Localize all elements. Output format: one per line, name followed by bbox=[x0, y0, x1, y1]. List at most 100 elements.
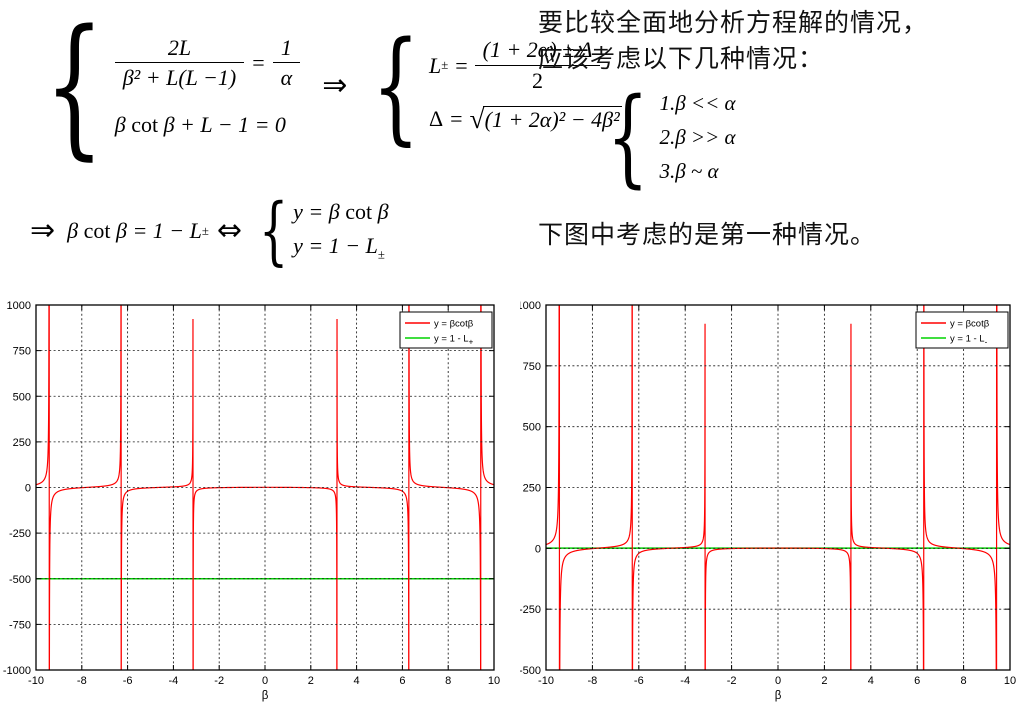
cases-list: { 1.β << α 2.β >> α 3.β ~ α bbox=[594, 84, 736, 190]
case-1: 1.β << α bbox=[659, 90, 736, 115]
y-tick-label: 1000 bbox=[7, 300, 31, 312]
equals-sign: = bbox=[455, 52, 468, 78]
y-tick-label: 750 bbox=[523, 361, 541, 373]
L-var: L bbox=[428, 52, 442, 78]
figure-left-bcotb-vs-1-minus-Lplus: -10 -8 -6 -4 -2 0 2 4 6 8 10 -1000 -750 -500 -250 0 250 5… bbox=[3, 300, 500, 702]
equation-row-2: ⇒ β cot β = 1 − L ± ⇔ { y = β cot β y = 1… bbox=[30, 194, 389, 268]
y-tick-label: 250 bbox=[523, 483, 541, 495]
x-tick-label: 0 bbox=[262, 675, 268, 687]
tick-labels: -10 -8 -6 -4 -2 0 2 4 6 8 10 -1000 -750 -500 -250 0 250 5… bbox=[3, 300, 500, 687]
delta-var: Δ bbox=[428, 106, 444, 132]
x-axis-label: β bbox=[262, 690, 269, 702]
y-tick-label: 1000 bbox=[520, 300, 541, 312]
equation-rest: β = 1 − L bbox=[116, 218, 202, 244]
x-tick-label: 10 bbox=[1004, 675, 1016, 687]
x-tick-label: 6 bbox=[399, 675, 405, 687]
legend-box bbox=[915, 311, 1009, 349]
fraction-numerator: 2L bbox=[114, 35, 245, 63]
legend-label: y = βcotβ bbox=[434, 319, 474, 330]
beta-var: β bbox=[67, 218, 79, 244]
fraction-numerator: (1 + 2α) ± Δ bbox=[474, 37, 601, 66]
x-tick-label: -10 bbox=[28, 675, 44, 687]
tick-labels: -10 -8 -6 -4 -2 0 2 4 6 8 10 -500 -250 0 250 500 750 1000 bbox=[520, 300, 1016, 687]
implies-arrow: ⇒ bbox=[322, 67, 348, 103]
x-tick-label: 0 bbox=[775, 675, 781, 687]
equation-line-2: β cot β + L − 1 = 0 bbox=[115, 112, 300, 137]
lhs: y = β bbox=[293, 199, 340, 225]
equation-line-1: 2L β² + L(L −1) = 1 α bbox=[114, 35, 301, 91]
equation-system-1: { 2L β² + L(L −1) = 1 α β cot β + L − 1 … bbox=[26, 10, 622, 162]
axis-ticks bbox=[545, 304, 1011, 671]
delta-equation: Δ = √ (1 + 2α)² − 4β² bbox=[429, 103, 622, 135]
axis-ticks bbox=[35, 304, 495, 671]
y-tick-label: -1000 bbox=[3, 665, 31, 677]
figure-right-bcotb-vs-1-minus-Lminus: -10 -8 -6 -4 -2 0 2 4 6 8 10 -500 -250 0 250 500 750 1000… bbox=[520, 300, 1016, 702]
lhs: y = 1 − L bbox=[293, 233, 378, 259]
case-y-bcotb: y = β cot β bbox=[293, 199, 388, 224]
y-tick-label: 0 bbox=[25, 483, 31, 495]
radicand: (1 + 2α)² − 4β² bbox=[482, 105, 622, 132]
beta-var: β bbox=[114, 112, 126, 138]
equals-sign: = bbox=[450, 106, 463, 132]
plus-minus-subscript: ± bbox=[377, 248, 385, 263]
x-tick-label: -8 bbox=[588, 675, 598, 687]
legend-label: y = βcotβ bbox=[950, 319, 990, 330]
legend-box bbox=[399, 311, 493, 349]
cot-operator: cot bbox=[83, 218, 111, 244]
case-y-1minusL: y = 1 − L± bbox=[293, 233, 388, 262]
plus-minus-subscript: ± bbox=[201, 223, 209, 238]
fraction: 1 α bbox=[272, 35, 301, 91]
x-tick-label: -10 bbox=[538, 675, 554, 687]
left-brace: { bbox=[372, 15, 421, 157]
fraction-denominator: β² + L(L −1) bbox=[122, 64, 237, 90]
y-tick-label: 500 bbox=[523, 422, 541, 434]
x-tick-label: -2 bbox=[214, 675, 224, 687]
y-tick-label: -750 bbox=[9, 619, 31, 631]
x-tick-label: -6 bbox=[123, 675, 133, 687]
x-tick-label: 2 bbox=[821, 675, 827, 687]
plus-minus-subscript: ± bbox=[441, 57, 449, 72]
y-tick-label: -250 bbox=[520, 604, 541, 616]
x-tick-label: 2 bbox=[308, 675, 314, 687]
L-plus-minus-equation: L ± = (1 + 2α) ± Δ 2 bbox=[429, 37, 622, 93]
intro-line-2: 应该考虑以下几种情况： bbox=[538, 46, 825, 73]
cot-operator: cot bbox=[345, 199, 373, 225]
left-brace: { bbox=[44, 0, 105, 174]
y-tick-label: 750 bbox=[13, 346, 31, 358]
x-tick-label: 4 bbox=[868, 675, 874, 687]
equals-sign: = bbox=[252, 49, 265, 75]
x-tick-label: 10 bbox=[488, 675, 500, 687]
intro-line-1: 要比较全面地分析方程解的情况， bbox=[538, 10, 929, 37]
fraction-denominator: α bbox=[280, 64, 293, 90]
left-brace: { bbox=[258, 188, 289, 274]
implies-arrow: ⇒ bbox=[30, 212, 56, 248]
fraction-numerator: 1 bbox=[272, 35, 301, 63]
fraction-denominator: 2 bbox=[531, 67, 543, 93]
y-tick-label: 500 bbox=[13, 391, 31, 403]
case-2: 2.β >> α bbox=[659, 124, 736, 149]
fraction: (1 + 2α) ± Δ 2 bbox=[474, 37, 601, 93]
y-tick-label: -250 bbox=[9, 528, 31, 540]
x-tick-label: 6 bbox=[914, 675, 920, 687]
x-tick-label: 4 bbox=[354, 675, 360, 687]
x-tick-label: -4 bbox=[680, 675, 690, 687]
legend: y = βcotβ y = 1 - L+ bbox=[399, 311, 493, 349]
y-tick-label: 0 bbox=[535, 543, 541, 555]
x-tick-label: -6 bbox=[634, 675, 644, 687]
x-axis-label: β bbox=[775, 690, 782, 702]
x-tick-label: -8 bbox=[77, 675, 87, 687]
radical-sign: √ bbox=[469, 102, 485, 134]
gridlines bbox=[36, 305, 494, 670]
iff-arrow: ⇔ bbox=[216, 212, 243, 248]
legend-label: y = 1 - L- bbox=[950, 334, 988, 347]
x-tick-label: -4 bbox=[169, 675, 179, 687]
y-tick-label: -500 bbox=[520, 665, 541, 677]
case-3: 3.β ~ α bbox=[659, 158, 719, 183]
x-tick-label: 8 bbox=[445, 675, 451, 687]
beta-var: β bbox=[377, 199, 389, 225]
cot-operator: cot bbox=[131, 112, 159, 138]
note-paragraph: 下图中考虑的是第一种情况。 bbox=[538, 222, 877, 249]
legend: y = βcotβ y = 1 - L- bbox=[915, 311, 1009, 349]
x-tick-label: -2 bbox=[727, 675, 737, 687]
equation-rest: β + L − 1 = 0 bbox=[163, 112, 286, 138]
